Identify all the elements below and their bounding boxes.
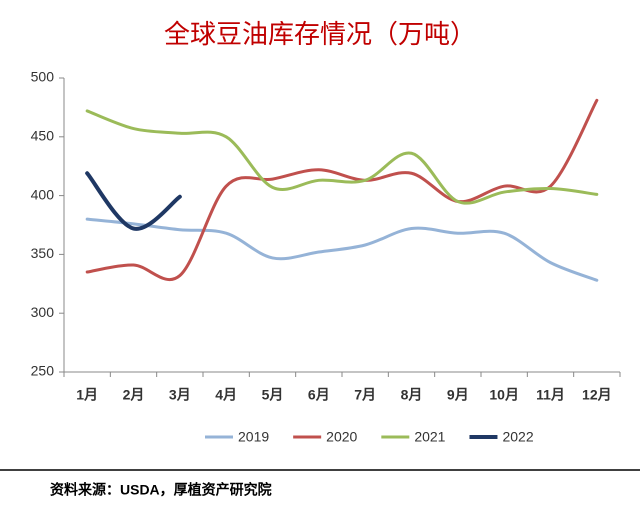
legend-label: 2022 (502, 429, 533, 445)
x-tick-label: 12月 (582, 387, 612, 403)
x-tick-label: 3月 (169, 387, 191, 403)
x-tick-label: 11月 (536, 387, 565, 403)
y-tick-label: 450 (31, 128, 55, 144)
x-tick-label: 1月 (76, 387, 98, 403)
source-note: 资料来源：USDA，厚植资产研究院 (50, 482, 272, 498)
x-tick-label: 2月 (123, 387, 145, 403)
series-line (85, 217, 599, 282)
x-tick-label: 8月 (401, 387, 423, 403)
x-tick-label: 4月 (215, 387, 237, 403)
series-line (85, 109, 599, 205)
y-tick-label: 250 (31, 363, 55, 379)
series-line (85, 98, 599, 282)
y-tick-label: 350 (31, 245, 55, 261)
legend-label: 2021 (414, 429, 445, 445)
x-tick-label: 5月 (262, 387, 284, 403)
y-tick-label: 300 (31, 304, 55, 320)
legend-label: 2019 (238, 429, 269, 445)
x-tick-label: 6月 (308, 387, 330, 403)
y-tick-label: 500 (31, 69, 55, 85)
x-tick-label: 9月 (447, 387, 469, 403)
series-line (85, 171, 182, 231)
legend-label: 2020 (326, 429, 357, 445)
x-tick-label: 10月 (489, 387, 519, 403)
chart-title: 全球豆油库存情况（万吨） (164, 20, 476, 50)
y-tick-label: 400 (31, 186, 55, 202)
x-tick-label: 7月 (354, 387, 376, 403)
